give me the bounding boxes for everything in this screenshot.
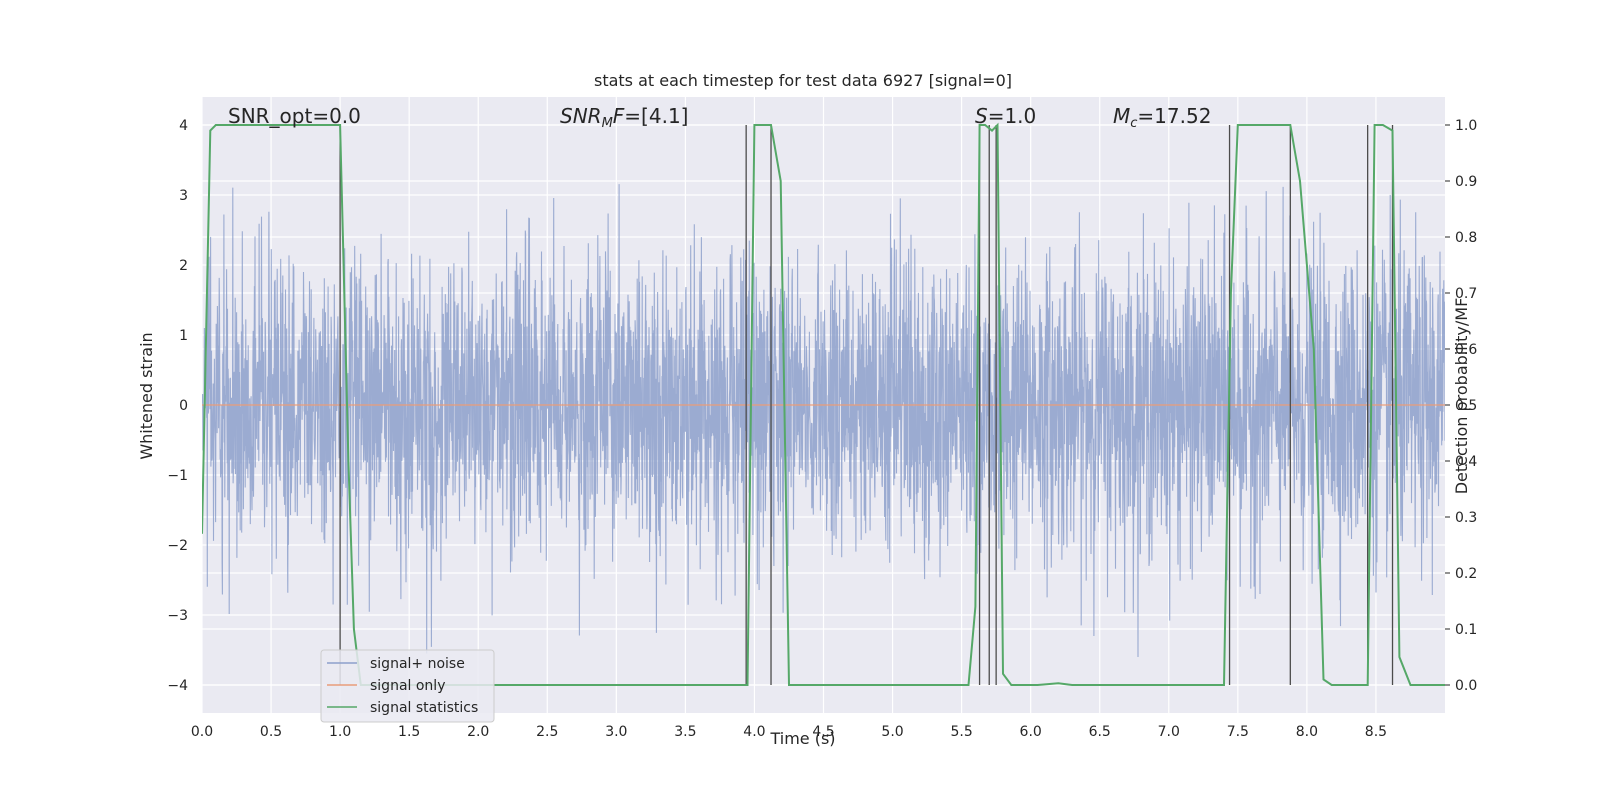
annotation-mc-value: =17.52 [1137,104,1211,128]
y-right-axis-label: Detection probability/MF [1452,298,1471,495]
y-tick-label: 4 [179,118,188,134]
signal-statistics-line [202,122,1445,686]
y-right-tick-label: 0.4 [1455,454,1477,470]
annotation-mc-main: M [1113,104,1130,128]
annotation-snr-mf-sub: M [602,116,613,131]
x-tick-label: 0.0 [191,724,213,740]
y-tick-label: −4 [167,678,188,694]
y-tick-label: −2 [167,538,188,554]
x-tick-label: 5.5 [950,724,972,740]
x-axis-ticks: 0.0 0.5 1.0 1.5 2.0 2.5 3.0 3.5 4.0 4.5 5.0 5.5 6.0 6… [191,724,1387,740]
y-right-tick-label: 0.8 [1455,230,1477,246]
legend-label-signal-noise: signal+ noise [370,656,465,672]
y-right-tick-label: 0.1 [1455,622,1477,638]
y-right-tick-label: 0.5 [1455,398,1477,414]
y-right-tick-label: 0.9 [1455,174,1477,190]
x-tick-label: 1.0 [329,724,351,740]
annotation-s: S=1.0 [975,104,1036,128]
x-tick-label: 3.5 [674,724,696,740]
x-tick-label: 8.0 [1296,724,1318,740]
x-tick-label: 2.0 [467,724,489,740]
x-tick-label: 3.0 [605,724,627,740]
annotation-s-value: =1.0 [988,104,1037,128]
y-tick-label: 1 [179,328,188,344]
y-right-tick-label: 1.0 [1455,118,1477,134]
x-tick-label: 2.5 [536,724,558,740]
x-tick-label: 4.5 [812,724,834,740]
y-tick-label: 3 [179,188,188,204]
y-axis-ticks: 4 3 2 1 0 −1 −2 −3 −4 [167,118,188,694]
annotation-mc-sub: c [1130,116,1137,131]
y-right-axis-ticks: 1.0 0.9 0.8 0.7 0.6 0.5 0.4 0.3 0.2 0.1 0.0 [1445,118,1477,694]
annotation-mc: Mc=17.52 [1113,104,1211,131]
y-tick-label: −3 [167,608,188,624]
annotation-snr-mf-F: F [613,104,625,128]
signal-noise-line [202,184,1445,658]
x-tick-label: 7.0 [1158,724,1180,740]
x-tick-label: 8.5 [1365,724,1387,740]
x-tick-label: 6.0 [1020,724,1042,740]
annotation-snr-mf: SNRMF=[4.1] [560,104,688,131]
x-tick-label: 5.0 [881,724,903,740]
legend-box [320,649,495,723]
y-right-tick-label: 0.7 [1455,286,1477,302]
annotation-s-main: S [975,104,988,128]
annotation-snr-mf-value: =[4.1] [624,104,688,128]
annotation-snr-mf-main: SNR [560,104,602,128]
annotation-snr-opt: SNR_opt=0.0 [228,104,361,128]
x-tick-label: 0.5 [260,724,282,740]
legend: signal+ noise signal only signal statist… [320,649,495,723]
y-right-tick-label: 0.0 [1455,678,1477,694]
y-tick-label: 2 [179,258,188,274]
y-right-tick-label: 0.6 [1455,342,1477,358]
chart-title: stats at each timestep for test data 692… [594,71,1012,90]
x-tick-label: 6.5 [1089,724,1111,740]
x-axis-label: Time (s) [769,729,835,748]
signal-noise-series [202,184,1445,658]
y-axis-label: Whitened strain [137,332,156,459]
x-tick-label: 4.0 [743,724,765,740]
y-tick-label: 0 [179,398,188,414]
y-right-tick-label: 0.3 [1455,510,1477,526]
legend-label-signal-statistics: signal statistics [370,700,478,716]
x-tick-label: 7.5 [1227,724,1249,740]
y-tick-label: −1 [167,468,188,484]
x-tick-label: 1.5 [398,724,420,740]
legend-label-signal-only: signal only [370,678,445,694]
signal-statistics-series [202,122,1445,686]
y-right-tick-label: 0.2 [1455,566,1477,582]
